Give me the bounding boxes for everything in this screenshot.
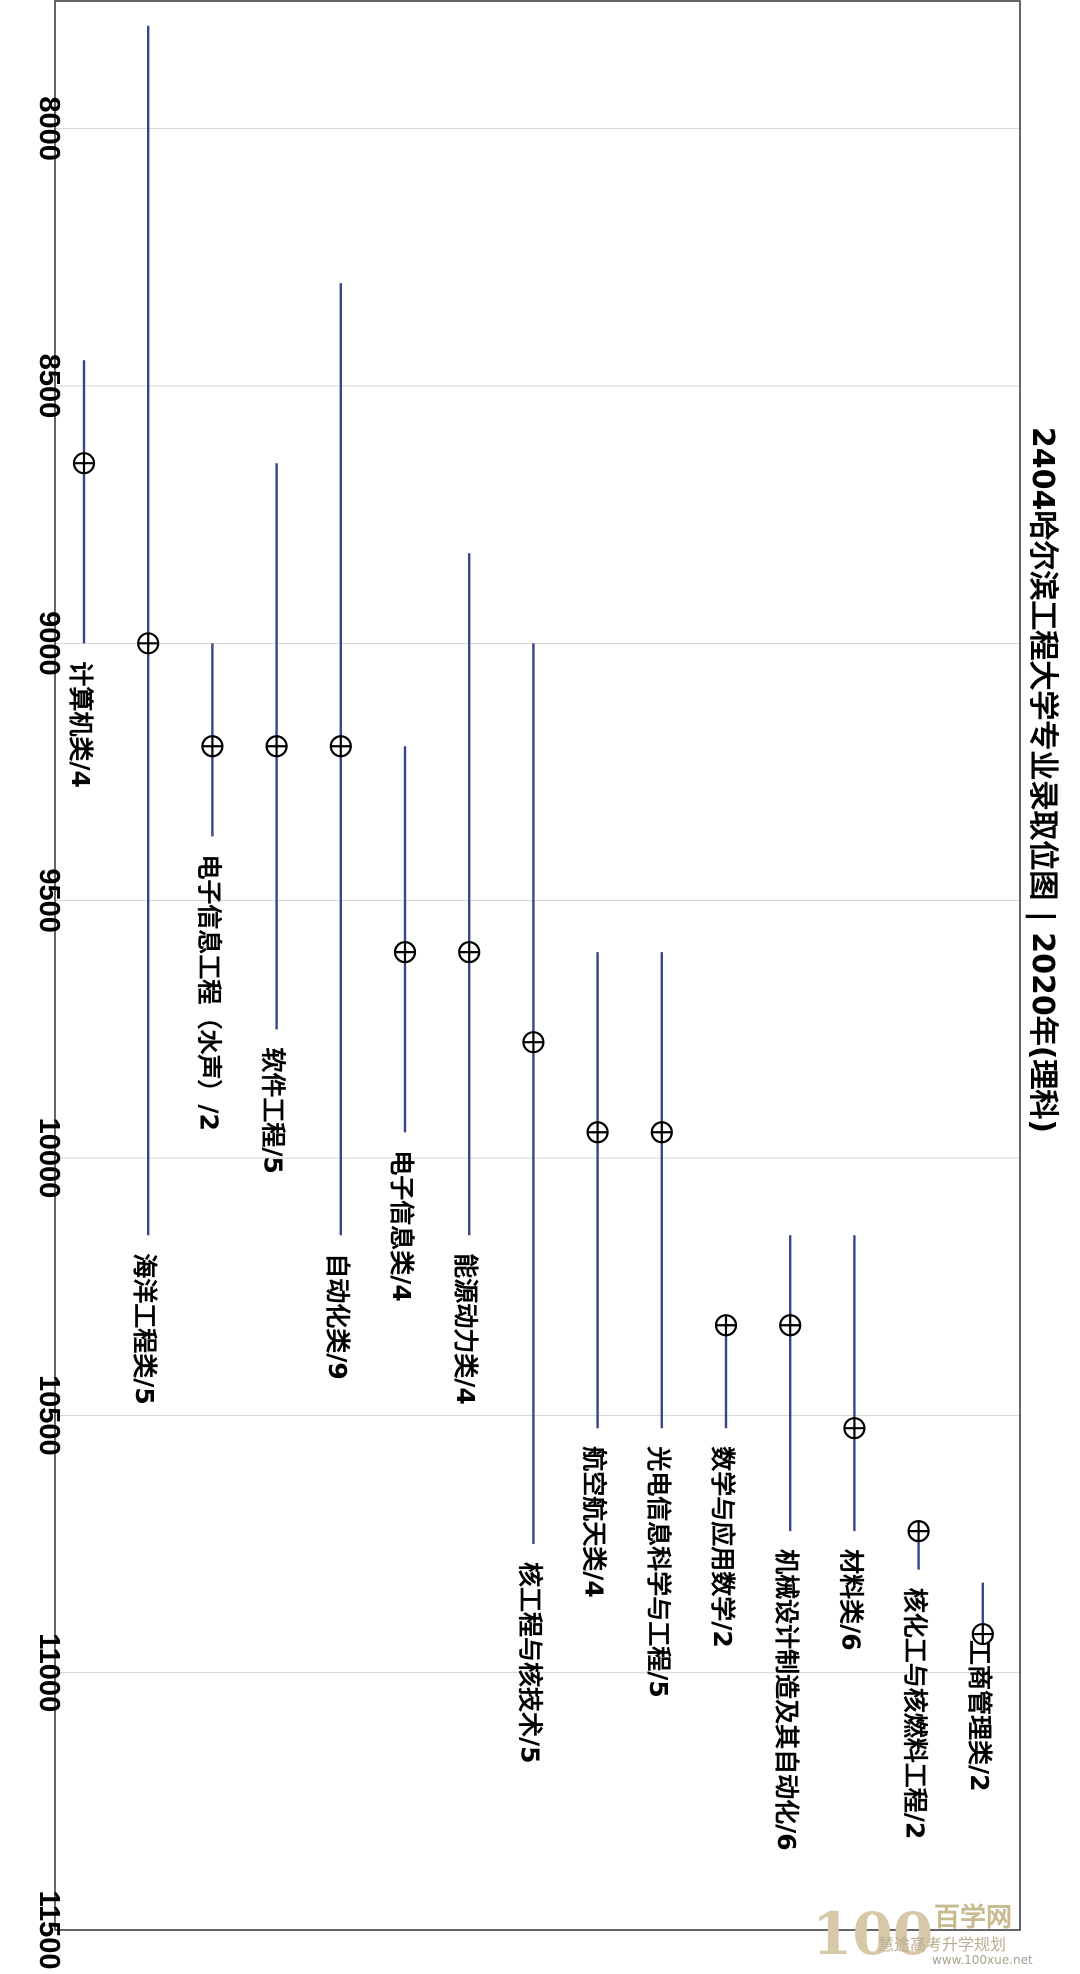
category-label: 工商管理类/2	[965, 1640, 994, 1792]
category-label: 自动化类/9	[323, 1253, 352, 1380]
category-label: 能源动力类/4	[451, 1253, 480, 1405]
y-tick-label: 10000	[33, 1118, 65, 1199]
median-marker	[779, 1314, 802, 1337]
median-marker	[971, 1622, 994, 1646]
median-marker	[907, 1520, 930, 1543]
category-label: 电子信息类/4	[387, 1150, 416, 1302]
category-label: 海洋工程类/5	[130, 1253, 159, 1405]
category-label: 航空航天类/4	[580, 1446, 609, 1598]
watermark: 100 百学网 慧途高考升学规划 www.100xue.net	[812, 1900, 1033, 1966]
category-label: 核化工与核燃料工程/2	[901, 1588, 930, 1840]
category-labels: 计算机类/4 海洋工程类/5 电子信息工程（水声）/2 软件工程/5 自动化类/9 电子信…	[66, 661, 994, 1850]
median-marker	[137, 632, 160, 655]
y-tick-label: 8000	[33, 96, 65, 161]
median-marker	[522, 1031, 545, 1054]
y-tick-label: 11000	[33, 1633, 65, 1712]
category-label: 数学与应用数学/2	[708, 1446, 737, 1648]
plot-frame	[54, 0, 1021, 1931]
watermark-name: 百学网	[934, 1902, 1012, 1933]
range-series	[72, 25, 994, 1646]
y-tick-label: 8500	[33, 354, 65, 419]
y-axis-ticks: 8000 8500 9000 9500 10000 10500 11000 11500	[33, 96, 65, 1969]
median-marker	[265, 735, 288, 758]
category-label: 机械设计制造及其自动化/6	[772, 1549, 801, 1851]
watermark-account: 慧途高考升学规划	[878, 1935, 1006, 1954]
category-label: 软件工程/5	[259, 1047, 288, 1174]
median-marker	[72, 452, 96, 475]
median-marker	[393, 941, 417, 964]
category-label: 计算机类/4	[66, 661, 95, 788]
category-label: 电子信息工程（水声）/2	[194, 854, 223, 1131]
median-marker	[650, 1121, 673, 1144]
watermark-logo: 100	[812, 1900, 933, 1966]
median-marker	[714, 1314, 738, 1337]
y-tick-label: 9000	[33, 611, 65, 676]
median-marker	[329, 735, 352, 758]
category-label: 光电信息科学与工程/5	[644, 1445, 673, 1698]
y-tick-label: 10500	[33, 1375, 65, 1456]
category-label: 核工程与核技术/5	[515, 1562, 544, 1764]
category-label: 材料类/6	[836, 1549, 865, 1651]
median-marker	[201, 735, 224, 758]
median-marker	[458, 941, 481, 964]
median-marker	[843, 1417, 866, 1440]
chart-title: 2404哈尔滨工程大学专业录取位图 | 2020年(理科)	[1025, 427, 1060, 1133]
y-tick-label: 9500	[33, 868, 65, 933]
median-marker	[586, 1121, 609, 1144]
watermark-url: www.100xue.net	[932, 1953, 1033, 1966]
y-tick-label: 11500	[33, 1890, 65, 1969]
